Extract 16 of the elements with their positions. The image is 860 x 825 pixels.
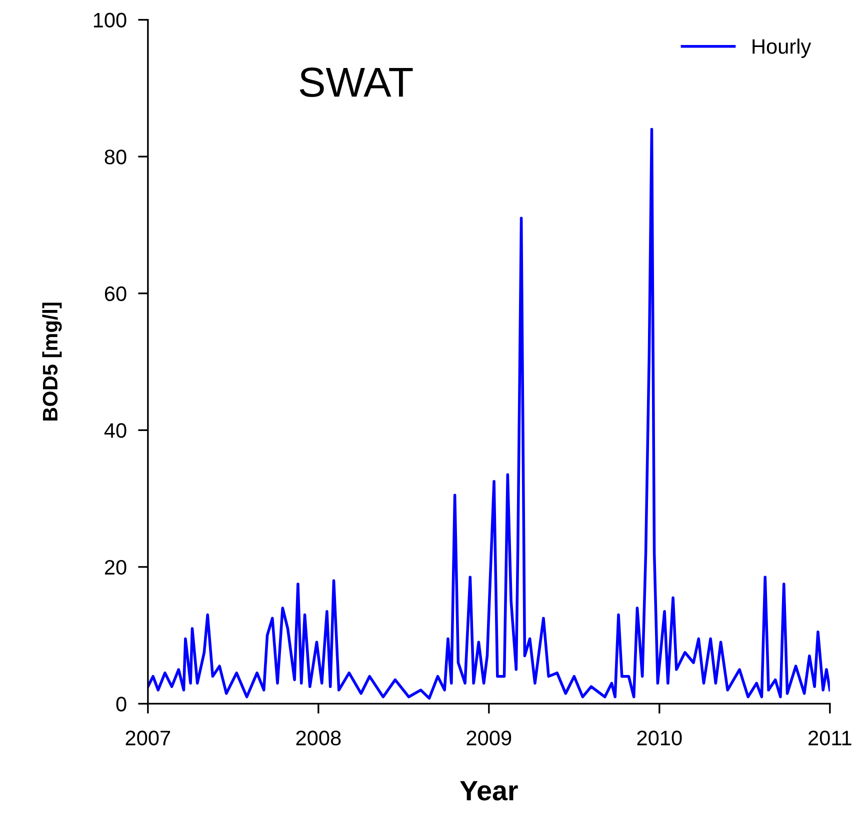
line-series bbox=[148, 128, 830, 700]
y-tick-label: 20 bbox=[104, 560, 126, 575]
legend-label: Hourly bbox=[752, 38, 812, 58]
y-tick-label: 80 bbox=[104, 150, 126, 164]
y-tick-label: 40 bbox=[104, 423, 126, 438]
x-tick-label: 2010 bbox=[637, 730, 682, 746]
x-tick-label: 2009 bbox=[466, 730, 512, 746]
x-tick-label: 2007 bbox=[126, 730, 170, 746]
y-tick-label: 0 bbox=[116, 696, 126, 712]
y-tick-label: 100 bbox=[94, 12, 126, 28]
x-axis-title: Year bbox=[460, 781, 518, 800]
y-tick-label: 60 bbox=[104, 286, 126, 302]
x-tick-label: 2008 bbox=[296, 730, 341, 746]
y-axis-title: BOD5 [mg/l] bbox=[42, 302, 62, 421]
annotation: SWAT bbox=[300, 68, 413, 98]
x-tick-label: 2011 bbox=[808, 730, 852, 746]
